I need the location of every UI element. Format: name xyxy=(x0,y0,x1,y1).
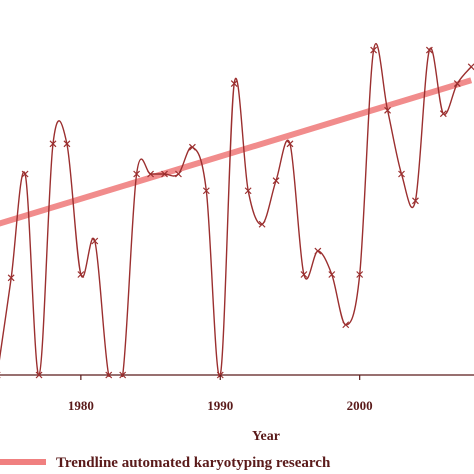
data-point xyxy=(370,46,378,54)
trendline xyxy=(0,77,473,227)
data-point xyxy=(467,63,474,71)
data-point xyxy=(49,140,57,148)
data-point xyxy=(147,170,154,178)
x-tick-label: 2000 xyxy=(347,398,373,413)
data-point xyxy=(356,271,364,278)
data-point xyxy=(119,371,127,379)
legend-label-trendline: Trendline automated karyotyping research xyxy=(56,455,331,471)
data-point xyxy=(342,321,350,329)
data-point xyxy=(412,197,419,205)
data-point xyxy=(21,170,29,178)
data-point xyxy=(425,46,433,54)
x-tick-label: 1990 xyxy=(207,398,233,413)
data-point xyxy=(328,271,336,278)
data-point xyxy=(161,170,168,178)
data-point xyxy=(272,177,280,185)
data-point xyxy=(77,271,85,278)
legend: Trendline automated karyotyping research xyxy=(0,455,331,471)
data-point xyxy=(230,80,238,87)
data-point xyxy=(7,274,15,282)
data-point xyxy=(188,143,196,151)
plot-area xyxy=(0,42,474,379)
data-point xyxy=(133,170,141,178)
data-point xyxy=(439,110,447,118)
data-point xyxy=(314,247,322,255)
data-point xyxy=(453,80,461,87)
data-series-line xyxy=(0,42,472,377)
data-point xyxy=(384,106,391,114)
data-point xyxy=(244,187,252,195)
data-point xyxy=(202,187,210,195)
data-point xyxy=(175,170,182,178)
data-point xyxy=(63,140,71,148)
data-point xyxy=(286,140,294,148)
data-point xyxy=(91,237,99,245)
x-axis-ticks: 1980 1990 2000 xyxy=(68,375,373,413)
data-point xyxy=(35,371,43,379)
x-axis-title: Year xyxy=(252,429,280,444)
data-point xyxy=(105,371,113,379)
x-tick-label: 1980 xyxy=(68,398,94,413)
data-point xyxy=(398,170,405,178)
data-point xyxy=(258,220,266,228)
data-point xyxy=(300,271,308,278)
